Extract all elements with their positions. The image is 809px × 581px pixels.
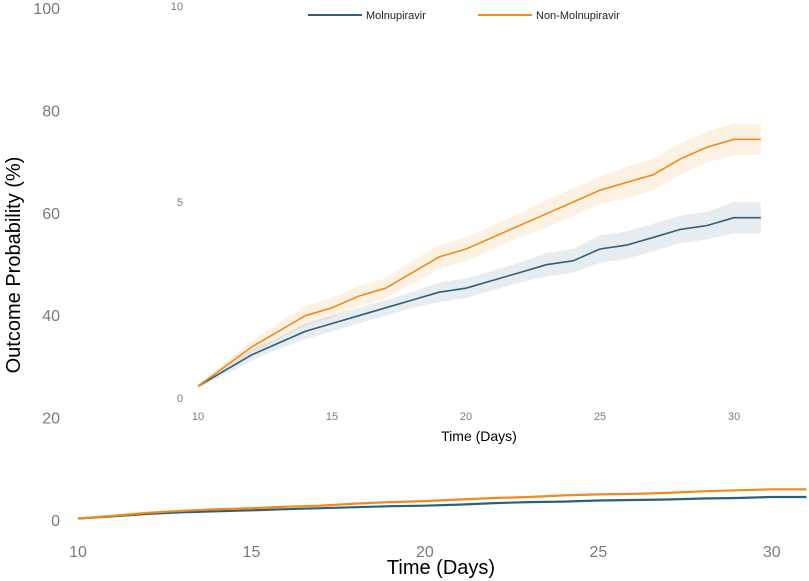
main-y-axis-title: Outcome Probability (%) (3, 157, 25, 374)
main-x-tick-label: 10 (69, 544, 87, 561)
legend-label-non-molnupiravir: Non-Molnupiravir (536, 10, 620, 22)
main-x-tick-label: 25 (589, 544, 607, 561)
main-y-tick-label: 40 (42, 308, 60, 325)
inset-x-tick-label: 20 (460, 411, 472, 423)
inset-x-tick-label: 10 (192, 411, 204, 423)
legend-label-molnupiravir: Molnupiravir (366, 10, 426, 22)
main-y-tick-label: 20 (42, 411, 60, 428)
inset-x-tick-label: 30 (728, 411, 740, 423)
main-y-tick-label: 100 (33, 1, 60, 18)
main-x-tick-label: 30 (763, 544, 781, 561)
main-y-tick-label: 0 (51, 513, 60, 530)
inset-line-molnupiravir (197, 216, 761, 387)
main-y-tick-label: 60 (42, 206, 60, 223)
inset-y-tick-label: 5 (177, 197, 183, 209)
legend: Molnupiravir Non-Molnupiravir (308, 10, 620, 22)
main-x-tick-label: 20 (416, 544, 434, 561)
inset-x-axis-title: Time (Days) (441, 428, 517, 444)
inset-y-tick-label: 0 (177, 393, 183, 405)
main-line-molnupiravir (77, 495, 807, 520)
inset-band-molnupiravir (198, 202, 761, 389)
main-line-non-molnupiravir (77, 488, 807, 520)
inset-x-tick-label: 15 (326, 411, 338, 423)
inset-line-non-molnupiravir (197, 138, 761, 387)
main-x-tick-label: 15 (243, 544, 261, 561)
inset-y-tick-label: 10 (171, 1, 183, 13)
inset-x-tick-label: 25 (594, 411, 606, 423)
inset-band-non-molnupiravir (198, 123, 761, 389)
main-x-axis-title: Time (Days) (387, 557, 495, 579)
main-y-tick-label: 80 (42, 103, 60, 120)
inset-chart: 10 15 20 25 30 0 5 10 (171, 1, 761, 423)
